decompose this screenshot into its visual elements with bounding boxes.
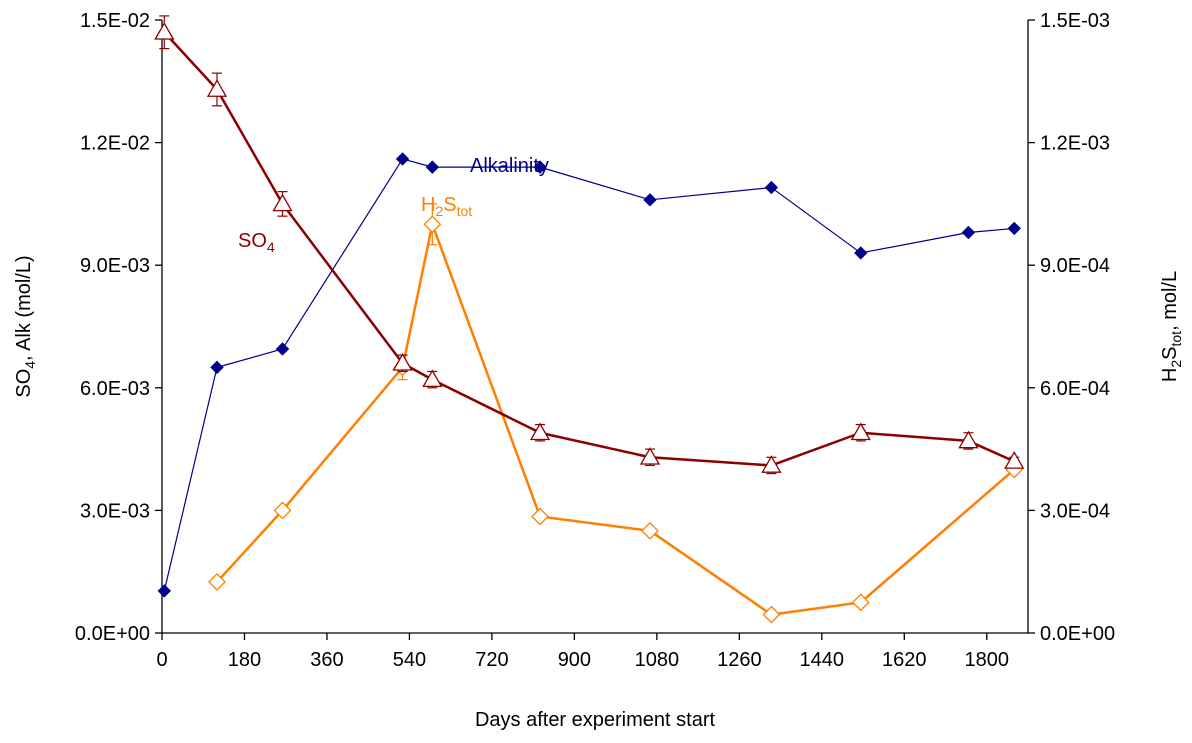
alkalinity-line — [163, 158, 1015, 592]
alkalinity-marker — [425, 160, 440, 174]
h2stot-marker — [641, 521, 659, 540]
x-tick-label: 900 — [558, 649, 591, 671]
y-right-tick-label: 9.0E-04 — [1040, 255, 1110, 277]
h2stot-annotation: H2Stot — [421, 194, 472, 219]
so4-marker — [392, 352, 413, 371]
y-left-tick-label: 0.0E+00 — [75, 623, 150, 645]
y-right-tick-label: 0.0E+00 — [1040, 623, 1115, 645]
y-left-tick-label: 6.0E-03 — [80, 378, 150, 400]
so4-marker — [639, 446, 661, 465]
so4-marker — [761, 455, 782, 473]
so4-line — [163, 31, 1015, 467]
so4-series — [154, 15, 1025, 475]
x-tick-label: 180 — [228, 649, 261, 671]
y-left-tick-label: 9.0E-03 — [80, 255, 150, 277]
alkalinity-marker — [533, 160, 547, 174]
alkalinity-marker — [854, 246, 868, 260]
x-tick-label: 1800 — [965, 649, 1010, 671]
y-right-tick-label: 1.5E-03 — [1040, 10, 1110, 32]
y-left-axis-title: SO4, Alk (mol/L) — [13, 255, 38, 397]
so4-marker — [529, 422, 551, 441]
alkalinity-marker — [1007, 221, 1021, 236]
x-tick-label: 1440 — [800, 649, 845, 671]
so4-marker — [154, 21, 175, 40]
so4-marker — [1004, 451, 1025, 469]
x-tick-label: 360 — [310, 649, 343, 671]
alkalinity-marker — [764, 180, 779, 195]
so4-marker — [850, 422, 871, 441]
series-layer — [154, 15, 1025, 624]
y-left-tick-label: 1.5E-02 — [80, 10, 150, 32]
x-tick-label: 0 — [156, 649, 167, 671]
y-left-tick-label: 3.0E-03 — [80, 500, 150, 522]
y-right-tick-label: 1.2E-03 — [1040, 133, 1110, 155]
so4-marker — [272, 193, 293, 212]
alkalinity-annotation: Alkalinity — [470, 155, 549, 177]
x-tick-label: 1260 — [717, 649, 762, 671]
alkalinity-marker — [395, 152, 410, 166]
alkalinity-series — [157, 152, 1021, 598]
x-tick-label: 540 — [393, 649, 426, 671]
so4-annotation: SO4 — [238, 230, 275, 255]
alkalinity-marker — [210, 360, 224, 375]
y-right-axis-title: H2Stot, mol/L — [1159, 271, 1184, 382]
alkalinity-marker — [643, 193, 657, 207]
so4-marker — [206, 79, 228, 97]
labels-layer: Days after experiment start SO4, Alk (mol… — [13, 155, 1184, 731]
h2stot-marker — [208, 572, 226, 591]
x-axis-title: Days after experiment start — [475, 709, 716, 731]
h2stot-marker — [273, 501, 292, 520]
axes: 0 180 360 540 720 900 1080 1260 1440 1620 1800 0.0E… — [75, 10, 1115, 671]
alkalinity-marker — [961, 225, 976, 240]
h2stot-marker — [423, 215, 442, 234]
x-tick-label: 1080 — [635, 649, 680, 671]
so4-marker — [422, 369, 443, 388]
x-tick-label: 720 — [475, 649, 508, 671]
h2stot-line — [216, 223, 1016, 616]
h2stot-marker — [851, 593, 870, 612]
alkalinity-marker — [275, 342, 290, 356]
x-tick-label: 1620 — [882, 649, 927, 671]
alkalinity-marker — [157, 584, 171, 598]
h2stot-marker — [762, 605, 781, 624]
y-left-tick-label: 1.2E-02 — [80, 133, 150, 155]
so4-marker — [958, 430, 979, 449]
h2stot-marker — [531, 507, 549, 526]
y-right-tick-label: 3.0E-04 — [1040, 500, 1110, 522]
y-right-tick-label: 6.0E-04 — [1040, 378, 1110, 400]
